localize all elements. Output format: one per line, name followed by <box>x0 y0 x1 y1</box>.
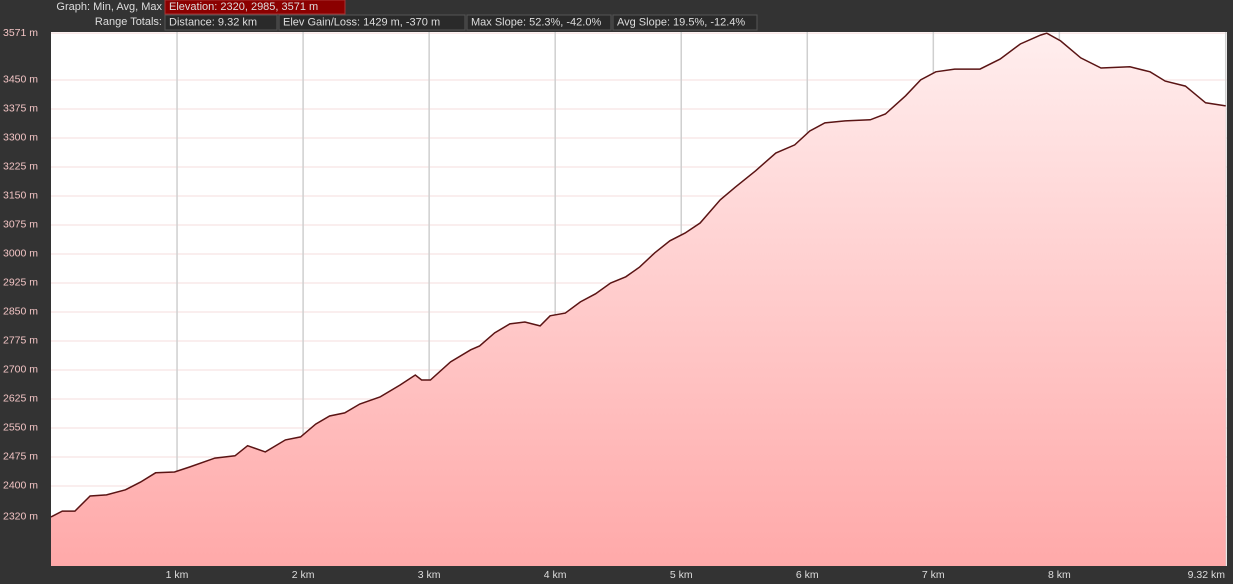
x-tick-label: 1 km <box>166 569 189 581</box>
x-tick-label: 6 km <box>796 569 819 581</box>
x-tick-label: 4 km <box>544 569 567 581</box>
graph-label: Graph: Min, Avg, Max <box>56 1 162 13</box>
total-value: Avg Slope: 19.5%, -12.4% <box>617 16 745 28</box>
total-value: Elev Gain/Loss: 1429 m, -370 m <box>283 16 440 28</box>
elevation-stats: Elevation: 2320, 2985, 3571 m <box>169 1 318 13</box>
elevation-line <box>50 32 1226 518</box>
x-tick-label: 9.32 km <box>1188 569 1226 581</box>
totals: Distance: 9.32 km Elev Gain/Loss: 1429 m,… <box>164 14 758 31</box>
plot: 2320 m 2400 m 2475 m 2550 m 2625 m 2700 m 2775… <box>3 27 1227 581</box>
y-tick-label: 2550 m <box>3 422 38 434</box>
x-tick-label: 3 km <box>418 569 441 581</box>
y-tick-label: 3571 m <box>3 27 38 39</box>
elevation-area <box>51 33 1226 566</box>
x-tick-label: 2 km <box>292 569 315 581</box>
y-tick-label: 2625 m <box>3 393 38 405</box>
total-box <box>278 14 466 31</box>
y-tick-label: 2775 m <box>3 335 38 347</box>
y-tick-label: 2400 m <box>3 480 38 492</box>
y-tick-label: 2850 m <box>3 306 38 318</box>
range-label: Range Totals: <box>95 16 162 28</box>
total-value: Distance: 9.32 km <box>169 16 257 28</box>
y-tick-label: 2320 m <box>3 511 38 523</box>
y-tick-label: 3375 m <box>3 103 38 115</box>
y-tick-label: 3450 m <box>3 74 38 86</box>
x-tick-label: 8 km <box>1048 569 1071 581</box>
x-tick-label: 7 km <box>922 569 945 581</box>
y-tick-label: 3150 m <box>3 190 38 202</box>
total-box <box>612 14 758 31</box>
y-tick-label: 2925 m <box>3 277 38 289</box>
y-tick-label: 3225 m <box>3 161 38 173</box>
x-tick-label: 5 km <box>670 569 693 581</box>
elevation-box <box>164 0 346 15</box>
total-box <box>466 14 612 31</box>
y-tick-label: 3300 m <box>3 132 38 144</box>
y-tick-label: 2475 m <box>3 451 38 463</box>
y-tick-label: 3075 m <box>3 219 38 231</box>
total-value: Max Slope: 52.3%, -42.0% <box>471 16 601 28</box>
y-tick-label: 3000 m <box>3 248 38 260</box>
total-box <box>164 14 278 31</box>
y-tick-label: 2700 m <box>3 364 38 376</box>
